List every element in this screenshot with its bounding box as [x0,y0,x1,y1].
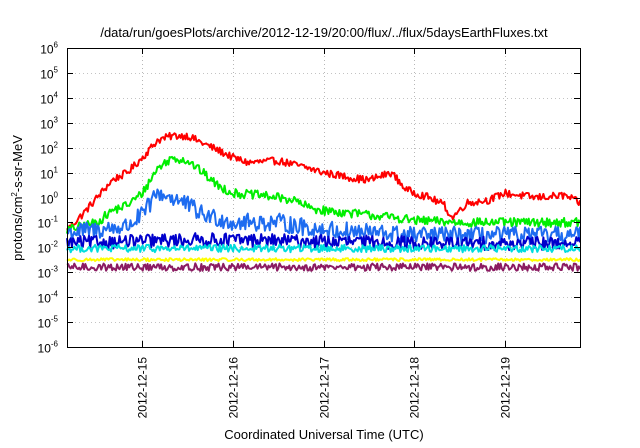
y-tick-label: 103 [40,116,58,132]
series-line-2 [66,155,581,234]
y-tick-label: 106 [40,41,58,57]
y-tick-label: 10-4 [38,290,59,306]
series-group [66,131,581,272]
series-line-1 [66,131,581,232]
x-tick-label: 2012-12-19 [499,357,513,419]
x-tick-label: 2012-12-18 [408,357,422,419]
y-tick-label: 104 [40,91,58,107]
grid [67,48,580,347]
tick-marks [67,48,580,348]
y-tick-label: 10-2 [38,240,59,256]
chart-title: /data/run/goesPlots/archive/2012-12-19/2… [100,25,548,40]
y-tick-label: 10-6 [38,340,59,356]
y-tick-label: 100 [40,191,58,207]
x-tick-label: 2012-12-17 [318,357,332,419]
series-line-3 [66,188,581,246]
x-tick-labels: 2012-12-15 2012-12-16 2012-12-17 2012-12-18… [136,357,513,419]
plot-frame [67,48,581,348]
y-tick-label: 10-5 [38,315,59,331]
y-tick-label: 102 [40,141,58,157]
series-line-6 [66,257,581,263]
y-tick-label: 10-3 [38,265,59,281]
x-tick-label: 2012-12-15 [136,357,150,419]
series-line-7 [66,262,581,272]
y-tick-label: 10-1 [38,215,59,231]
x-tick-label: 2012-12-16 [227,357,241,419]
y-axis-title: protons/cm2-s-sr-MeV [10,135,25,261]
x-axis-title: Coordinated Universal Time (UTC) [224,427,423,442]
series-line-5 [66,243,581,254]
y-tick-label: 101 [40,166,58,182]
y-tick-label: 105 [40,66,58,82]
y-tick-labels: 10-6 10-5 10-4 10-3 10-2 10-1 100 101 102 103 104 1… [38,41,59,356]
